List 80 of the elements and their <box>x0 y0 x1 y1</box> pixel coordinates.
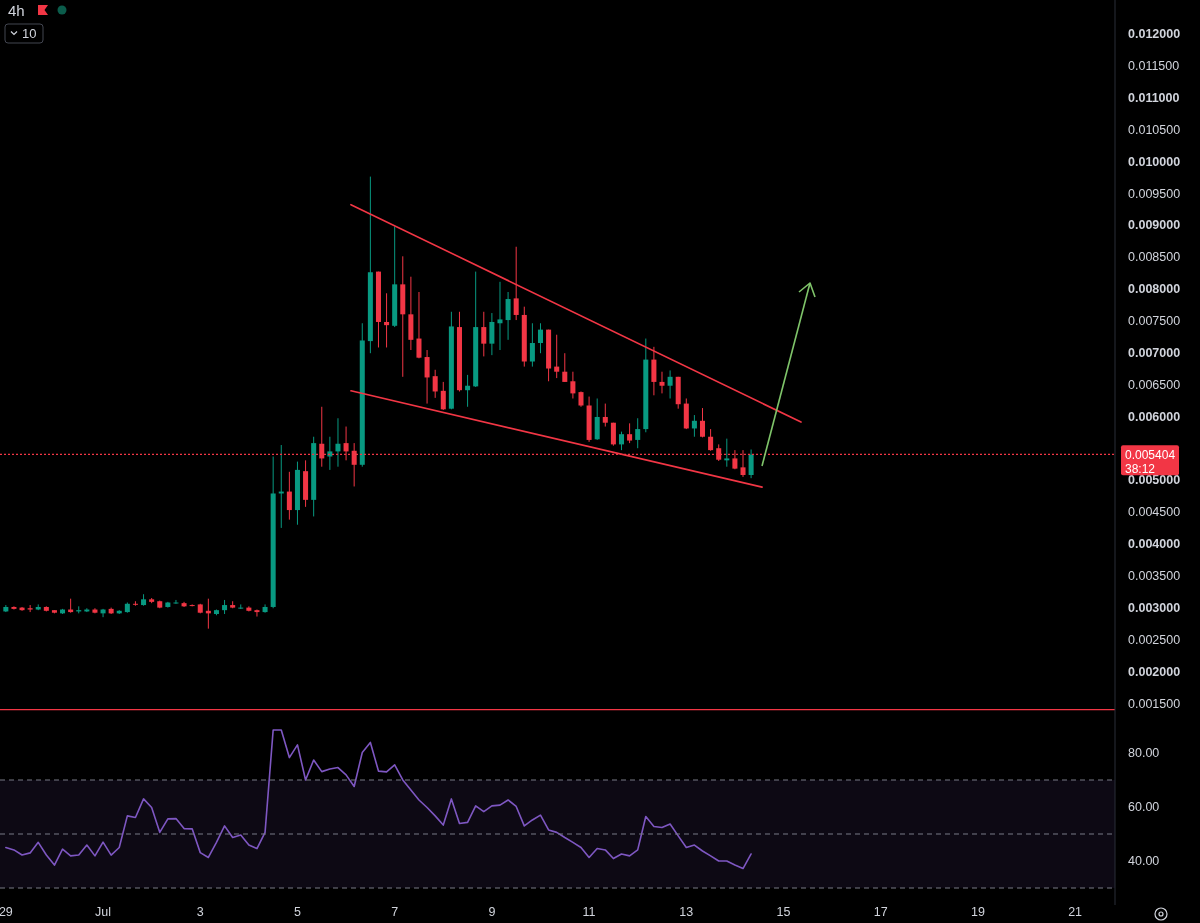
candlestick <box>651 346 657 396</box>
y-tick-label: 0.003500 <box>1128 569 1181 584</box>
y-tick-label: 0.006500 <box>1128 377 1181 392</box>
x-tick-label: 17 <box>873 905 888 919</box>
y-tick-label: 0.001500 <box>1128 696 1181 711</box>
y-tick-label: 80.00 <box>1128 746 1160 761</box>
candlestick <box>132 600 138 607</box>
y-tick-label: 0.009500 <box>1128 186 1181 201</box>
candlestick <box>262 603 268 614</box>
candlestick <box>529 322 535 368</box>
candlestick <box>562 352 568 383</box>
y-tick-label: 0.009000 <box>1128 218 1181 233</box>
y-tick-label: 0.005000 <box>1128 473 1181 488</box>
candlestick <box>748 448 754 479</box>
y-tick-label: 40.00 <box>1128 854 1160 869</box>
y-tick-label: 60.00 <box>1128 800 1160 815</box>
candlestick <box>602 403 608 428</box>
x-tick-label: 19 <box>970 905 985 919</box>
candlestick <box>667 369 673 399</box>
x-tick-label: 21 <box>1068 905 1083 919</box>
candlestick <box>497 281 503 351</box>
y-tick-label: 0.011000 <box>1128 90 1180 105</box>
candlestick <box>335 417 341 468</box>
candlestick <box>618 431 625 451</box>
y-tick-label: 0.004500 <box>1128 505 1181 520</box>
candlestick <box>554 334 560 379</box>
x-tick-label: 29 <box>0 905 13 919</box>
y-tick-label: 0.010000 <box>1128 154 1181 169</box>
x-tick-label: 13 <box>679 905 694 919</box>
candlestick <box>627 422 633 444</box>
y-tick-label: 0.006000 <box>1128 409 1181 424</box>
candlestick <box>27 604 33 613</box>
candlestick <box>505 291 511 341</box>
candlestick <box>327 436 333 471</box>
candlestick <box>173 599 179 605</box>
y-tick-label: 0.008000 <box>1128 282 1181 297</box>
candlestick <box>432 369 438 399</box>
y-tick-label: 0.003000 <box>1128 600 1181 615</box>
y-tick-label: 0.002500 <box>1128 632 1181 647</box>
y-tick-label: 0.002000 <box>1128 664 1181 679</box>
y-tick-label: 0.008500 <box>1128 250 1181 265</box>
line-series <box>5 729 752 870</box>
chart-title: 4h <box>8 2 25 19</box>
ref-line-label: 0.005404 <box>1125 447 1176 462</box>
candlestick <box>699 407 706 438</box>
candlestick <box>537 322 543 354</box>
y-tick-label: 0.007000 <box>1128 345 1181 360</box>
x-tick-label: 3 <box>196 905 204 919</box>
candlestick <box>489 312 495 356</box>
x-tick-label: 9 <box>488 905 496 919</box>
candlestick <box>416 291 422 359</box>
annotation: 10 <box>22 26 37 41</box>
candlestick <box>440 381 446 411</box>
candlestick <box>11 605 17 611</box>
candlestick <box>513 246 519 321</box>
candlestick <box>254 609 260 618</box>
y-tick-label: 0.004000 <box>1128 537 1181 552</box>
candlestick <box>659 371 665 394</box>
text: 38:12 <box>1125 461 1156 476</box>
candlestick <box>724 438 730 468</box>
candlestick <box>384 292 390 348</box>
candlestick <box>481 311 487 357</box>
candlestick <box>708 428 714 452</box>
candlestick <box>286 471 292 521</box>
candlestick <box>465 374 471 408</box>
y-tick-label: 0.007500 <box>1128 314 1181 329</box>
x-tick-label: 11 <box>582 905 596 919</box>
x-tick-label: 5 <box>293 905 301 919</box>
candlestick <box>635 417 641 449</box>
y-tick-label: 0.010500 <box>1128 122 1181 137</box>
candlestick <box>570 371 576 399</box>
x-tick-label: 7 <box>391 905 399 919</box>
x-tick-label: Jul <box>95 905 112 919</box>
candlestick <box>424 349 430 405</box>
x-tick-label: 15 <box>776 905 791 919</box>
candlestick <box>691 414 697 438</box>
y-tick-label: 0.011500 <box>1128 59 1180 74</box>
candlestick <box>238 603 244 610</box>
y-tick-label: 0.012000 <box>1128 27 1181 42</box>
candlestick <box>594 397 600 441</box>
